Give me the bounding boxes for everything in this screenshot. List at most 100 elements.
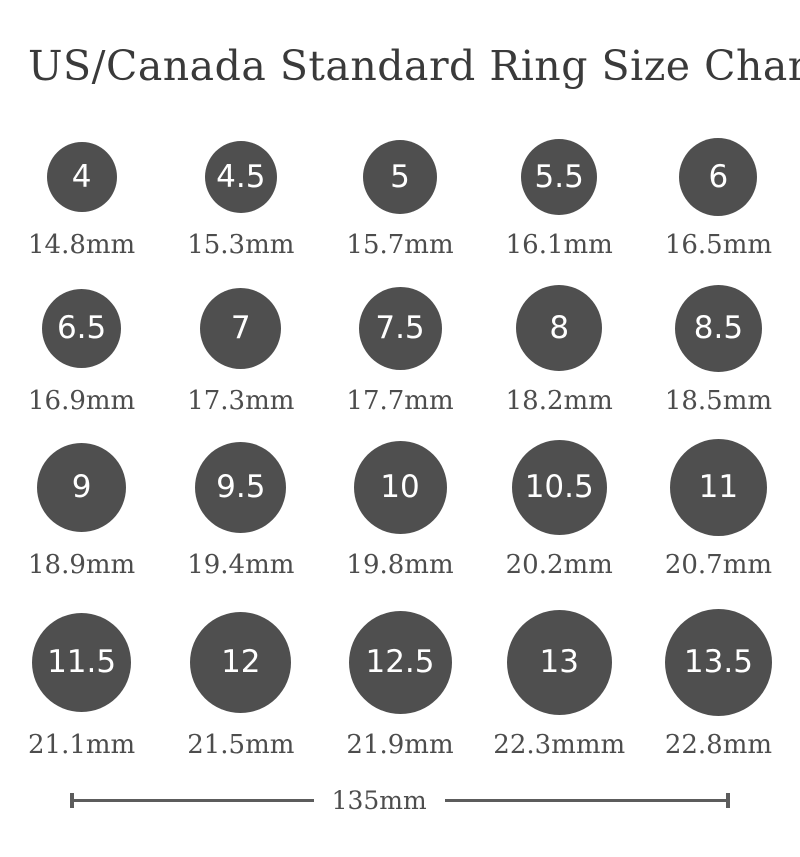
ring-diameter-label: 20.7mm	[664, 550, 773, 580]
ring-circle-zone: 8	[516, 282, 603, 374]
scale-bar-line-left	[74, 798, 314, 802]
ring-circle-zone: 13.5	[664, 606, 772, 718]
ring-circle-zone: 8.5	[674, 282, 762, 374]
ring-diameter-label: 21.9mm	[346, 730, 454, 760]
ring-size-cell: 13.5 22.8mm	[639, 606, 798, 760]
ring-size-number: 6.5	[56, 309, 107, 346]
ring-size-number: 12.5	[365, 643, 435, 680]
ring-size-number: 8	[549, 309, 570, 346]
ring-circle-zone: 11	[669, 436, 767, 538]
ring-size-cell: 11.5 21.1mm	[2, 606, 161, 760]
ring-diameter-label: 16.1mm	[505, 230, 613, 260]
ring-diameter-label: 22.8mm	[664, 730, 773, 760]
ring-size-number: 5	[390, 158, 410, 195]
ring-circle: 10.5	[511, 439, 607, 535]
ring-diameter-label: 19.4mm	[187, 550, 295, 580]
ring-size-row-2: 6.5 16.9mm 7 17.3mm 7.5 17.7mm 8 18.2mm 8.5 18.5m…	[0, 282, 800, 416]
ring-diameter-label: 15.3mm	[187, 230, 295, 260]
ring-size-number: 4.5	[216, 158, 266, 195]
ring-circle-zone: 12	[190, 606, 292, 718]
ring-circle-zone: 9.5	[195, 436, 287, 538]
ring-size-cell: 4 14.8mm	[2, 136, 161, 260]
ring-size-cell: 7 17.3mm	[161, 282, 320, 416]
scale-bar-line-right	[444, 798, 726, 802]
ring-diameter-label: 14.8mm	[28, 230, 136, 260]
ring-diameter-label: 18.2mm	[505, 386, 613, 416]
ring-circle: 8.5	[674, 284, 762, 372]
ring-diameter-label: 21.5mm	[187, 730, 295, 760]
scale-bar-left-tick	[70, 792, 74, 808]
ring-diameter-label: 15.7mm	[346, 230, 454, 260]
ring-size-number: 6	[708, 158, 729, 195]
ring-diameter-label: 21.1mm	[28, 730, 136, 760]
ring-size-cell: 11 20.7mm	[639, 436, 798, 580]
ring-circle-zone: 5.5	[521, 136, 598, 218]
ring-circle: 9.5	[195, 441, 287, 533]
ring-size-number: 7.5	[375, 309, 425, 346]
ring-diameter-label: 16.5mm	[664, 230, 773, 260]
ring-diameter-label: 16.9mm	[28, 386, 136, 416]
ring-size-row-3: 9 18.9mm 9.5 19.4mm 10 19.8mm 10.5 20.2mm 11 20.7…	[0, 436, 800, 580]
ring-size-grid: 4 14.8mm 4.5 15.3mm 5 15.7mm 5.5 16.1mm 6 16.5mm 6…	[0, 136, 800, 760]
ring-size-cell: 9.5 19.4mm	[161, 436, 320, 580]
ring-diameter-label: 19.8mm	[346, 550, 454, 580]
ring-size-cell: 10.5 20.2mm	[480, 436, 639, 580]
ring-size-row-4: 11.5 21.1mm 12 21.5mm 12.5 21.9mm 13 22.3mmm 13.…	[0, 606, 800, 760]
ring-size-number: 13.5	[683, 643, 753, 680]
ring-circle: 7	[200, 287, 282, 369]
ring-circle: 9	[37, 442, 127, 532]
ring-circle: 11	[669, 438, 767, 536]
scale-bar-right-tick	[726, 792, 730, 808]
ring-size-number: 11	[698, 468, 739, 505]
ring-circle: 10	[353, 440, 447, 534]
ring-circle-zone: 4	[46, 136, 117, 218]
ring-size-cell: 5.5 16.1mm	[480, 136, 639, 260]
ring-size-row-1: 4 14.8mm 4.5 15.3mm 5 15.7mm 5.5 16.1mm 6 16.5mm	[0, 136, 800, 260]
ring-diameter-label: 20.2mm	[505, 550, 613, 580]
ring-circle: 5	[363, 140, 437, 214]
ring-circle-zone: 10	[353, 436, 447, 538]
page-title: US/Canada Standard Ring Size Chart	[28, 42, 800, 90]
ring-size-number: 4	[71, 158, 92, 195]
ring-circle: 6	[679, 138, 758, 216]
ring-size-cell: 9 18.9mm	[2, 436, 161, 580]
ring-circle: 7.5	[358, 286, 442, 370]
ring-size-cell: 4.5 15.3mm	[161, 136, 320, 260]
ring-size-number: 5.5	[534, 158, 584, 195]
ring-circle-zone: 11.5	[32, 606, 132, 718]
ring-size-cell: 7.5 17.7mm	[320, 282, 479, 416]
ring-size-number: 10.5	[524, 468, 594, 505]
scale-bar: 135mm	[70, 786, 730, 815]
ring-circle-zone: 6.5	[42, 282, 122, 374]
ring-diameter-label: 22.3mmm	[493, 730, 626, 760]
ring-circle: 6.5	[42, 288, 122, 368]
ring-circle: 4	[46, 142, 117, 212]
ring-size-cell: 12.5 21.9mm	[320, 606, 479, 760]
ring-size-cell: 10 19.8mm	[320, 436, 479, 580]
ring-circle-zone: 4.5	[204, 136, 277, 218]
ring-circle: 12.5	[348, 610, 452, 714]
ring-circle: 4.5	[204, 141, 277, 213]
ring-circle-zone: 6	[679, 136, 758, 218]
ring-circle-zone: 5	[363, 136, 437, 218]
ring-size-cell: 6.5 16.9mm	[2, 282, 161, 416]
ring-circle: 5.5	[521, 139, 598, 215]
ring-circle: 12	[190, 611, 292, 713]
ring-size-number: 13	[539, 643, 579, 680]
scale-bar-label: 135mm	[331, 785, 427, 815]
ring-diameter-label: 17.7mm	[346, 386, 454, 416]
ring-size-cell: 8.5 18.5mm	[639, 282, 798, 416]
ring-circle-zone: 7	[200, 282, 282, 374]
ring-circle-zone: 13	[506, 606, 612, 718]
ring-size-number: 7	[230, 309, 251, 346]
ring-size-number: 11.5	[47, 643, 117, 680]
ring-circle-zone: 9	[37, 436, 127, 538]
ring-size-number: 10	[380, 468, 420, 505]
ring-size-cell: 6 16.5mm	[639, 136, 798, 260]
ring-size-number: 9.5	[216, 468, 266, 505]
ring-size-number: 8.5	[693, 309, 744, 346]
ring-size-cell: 8 18.2mm	[480, 282, 639, 416]
ring-circle-zone: 12.5	[348, 606, 452, 718]
ring-diameter-label: 18.9mm	[28, 550, 136, 580]
